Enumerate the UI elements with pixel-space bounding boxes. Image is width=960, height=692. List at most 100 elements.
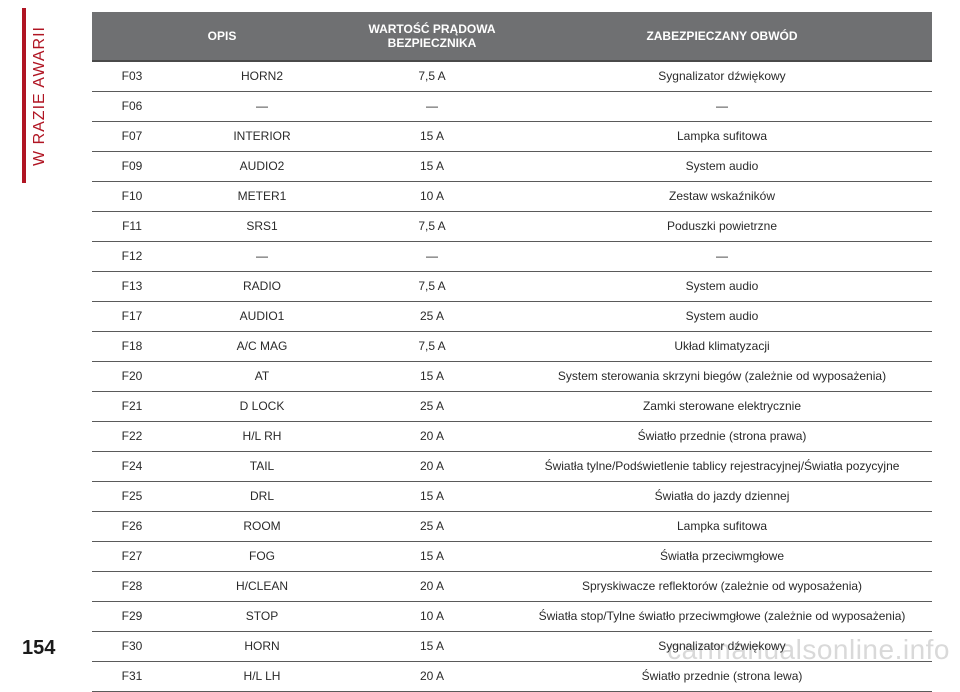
fuse-circuit: Światła do jazdy dziennej [512,482,932,512]
table-row: F27FOG15 AŚwiatła przeciwmgłowe [92,542,932,572]
fuse-name: HORN2 [172,61,352,92]
fuse-code: F26 [92,512,172,542]
fuse-code: F17 [92,302,172,332]
fuse-circuit: Światło przednie (strona lewa) [512,662,932,692]
section-tab-bar [22,8,26,183]
fuse-name: INTERIOR [172,122,352,152]
fuse-value: 20 A [352,662,512,692]
fuse-code: F21 [92,392,172,422]
fuse-name: ROOM [172,512,352,542]
fuse-circuit: — [512,242,932,272]
fuse-value: 25 A [352,392,512,422]
fuse-code: F31 [92,662,172,692]
table-header: OPIS WARTOŚĆ PRĄDOWA BEZPIECZNIKA ZABEZP… [92,12,932,61]
fuse-code: F12 [92,242,172,272]
fuse-code: F24 [92,452,172,482]
fuse-circuit: Światło przednie (strona prawa) [512,422,932,452]
fuse-code: F25 [92,482,172,512]
fuse-name: STOP [172,602,352,632]
table-row: F09AUDIO215 ASystem audio [92,152,932,182]
fuse-circuit: Sygnalizator dźwiękowy [512,61,932,92]
fuse-value: 15 A [352,122,512,152]
table-row: F12——— [92,242,932,272]
fuse-code: F28 [92,572,172,602]
fuse-name: METER1 [172,182,352,212]
fuse-code: F30 [92,632,172,662]
fuse-circuit: Światła stop/Tylne światło przeciwmgłowe… [512,602,932,632]
fuse-name: RADIO [172,272,352,302]
fuse-circuit: — [512,92,932,122]
table-row: F13RADIO7,5 ASystem audio [92,272,932,302]
fuse-name: TAIL [172,452,352,482]
fuse-value: 15 A [352,362,512,392]
fuse-value: 15 A [352,632,512,662]
table-row: F25DRL15 AŚwiatła do jazdy dziennej [92,482,932,512]
fuse-circuit: Poduszki powietrzne [512,212,932,242]
fuse-code: F18 [92,332,172,362]
fuse-name: — [172,242,352,272]
section-tab: W RAZIE AWARII [28,8,52,183]
fuse-value: 10 A [352,182,512,212]
fuse-code: F27 [92,542,172,572]
fuse-value: 20 A [352,452,512,482]
fuse-circuit: System audio [512,152,932,182]
table-row: F17AUDIO125 ASystem audio [92,302,932,332]
fuse-circuit: Zestaw wskaźników [512,182,932,212]
table-row: F26ROOM25 ALampka sufitowa [92,512,932,542]
fuse-table-container: OPIS WARTOŚĆ PRĄDOWA BEZPIECZNIKA ZABEZP… [92,12,932,692]
section-tab-label: W RAZIE AWARII [31,26,49,166]
header-wartosc: WARTOŚĆ PRĄDOWA BEZPIECZNIKA [352,12,512,61]
table-row: F30HORN15 ASygnalizator dźwiękowy [92,632,932,662]
fuse-circuit: System sterowania skrzyni biegów (zależn… [512,362,932,392]
table-row: F21D LOCK25 AZamki sterowane elektryczni… [92,392,932,422]
fuse-value: 25 A [352,512,512,542]
fuse-circuit: System audio [512,272,932,302]
table-row: F24TAIL20 AŚwiatła tylne/Podświetlenie t… [92,452,932,482]
table-row: F28H/CLEAN20 ASpryskiwacze reflektorów (… [92,572,932,602]
fuse-code: F03 [92,61,172,92]
fuse-name: — [172,92,352,122]
fuse-name: DRL [172,482,352,512]
table-row: F22H/L RH20 AŚwiatło przednie (strona pr… [92,422,932,452]
header-opis: OPIS [92,12,352,61]
fuse-name: H/L LH [172,662,352,692]
fuse-circuit: Sygnalizator dźwiękowy [512,632,932,662]
fuse-name: AUDIO2 [172,152,352,182]
fuse-circuit: Zamki sterowane elektrycznie [512,392,932,422]
table-row: F03HORN27,5 ASygnalizator dźwiękowy [92,61,932,92]
fuse-value: 15 A [352,542,512,572]
fuse-code: F13 [92,272,172,302]
fuse-name: SRS1 [172,212,352,242]
table-row: F10METER110 AZestaw wskaźników [92,182,932,212]
fuse-value: 10 A [352,602,512,632]
fuse-value: 15 A [352,482,512,512]
fuse-name: A/C MAG [172,332,352,362]
table-row: F18A/C MAG7,5 AUkład klimatyzacji [92,332,932,362]
fuse-value: 7,5 A [352,212,512,242]
fuse-code: F29 [92,602,172,632]
fuse-name: D LOCK [172,392,352,422]
table-row: F20AT15 ASystem sterowania skrzyni biegó… [92,362,932,392]
page-number: 154 [22,637,55,660]
fuse-code: F22 [92,422,172,452]
fuse-name: AT [172,362,352,392]
fuse-code: F10 [92,182,172,212]
header-zabezp: ZABEZPIECZANY OBWÓD [512,12,932,61]
fuse-circuit: Spryskiwacze reflektorów (zależnie od wy… [512,572,932,602]
fuse-value: 20 A [352,422,512,452]
table-row: F07INTERIOR15 ALampka sufitowa [92,122,932,152]
fuse-name: HORN [172,632,352,662]
fuse-name: AUDIO1 [172,302,352,332]
table-body: F03HORN27,5 ASygnalizator dźwiękowyF06——… [92,61,932,692]
table-row: F06——— [92,92,932,122]
fuse-circuit: Światła przeciwmgłowe [512,542,932,572]
fuse-value: 7,5 A [352,272,512,302]
fuse-circuit: Światła tylne/Podświetlenie tablicy reje… [512,452,932,482]
fuse-name: H/CLEAN [172,572,352,602]
fuse-code: F07 [92,122,172,152]
table-row: F31H/L LH20 AŚwiatło przednie (strona le… [92,662,932,692]
fuse-value: — [352,92,512,122]
fuse-code: F20 [92,362,172,392]
fuse-name: H/L RH [172,422,352,452]
fuse-value: 15 A [352,152,512,182]
